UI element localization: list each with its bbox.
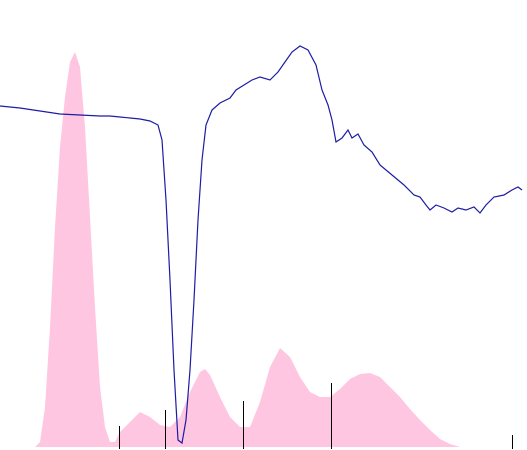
density-area bbox=[0, 52, 527, 447]
data-line bbox=[0, 45, 523, 445]
